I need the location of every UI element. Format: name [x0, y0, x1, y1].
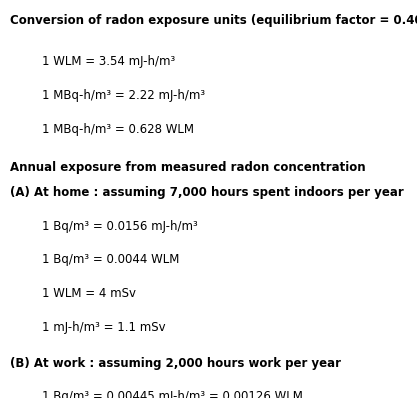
Text: 1 MBq-h/m³ = 2.22 mJ-h/m³: 1 MBq-h/m³ = 2.22 mJ-h/m³: [42, 89, 205, 102]
Text: 1 Bq/m³ = 0.00445 mJ-h/m³ = 0.00126 WLM: 1 Bq/m³ = 0.00445 mJ-h/m³ = 0.00126 WLM: [42, 390, 303, 398]
Text: 1 mJ-h/m³ = 1.1 mSv: 1 mJ-h/m³ = 1.1 mSv: [42, 321, 165, 334]
Text: 1 MBq-h/m³ = 0.628 WLM: 1 MBq-h/m³ = 0.628 WLM: [42, 123, 194, 135]
Text: 1 Bq/m³ = 0.0044 WLM: 1 Bq/m³ = 0.0044 WLM: [42, 254, 179, 266]
Text: (B) At work : assuming 2,000 hours work per year: (B) At work : assuming 2,000 hours work …: [10, 357, 342, 370]
Text: Annual exposure from measured radon concentration: Annual exposure from measured radon conc…: [10, 161, 366, 174]
Text: 1 Bq/m³ = 0.0156 mJ-h/m³: 1 Bq/m³ = 0.0156 mJ-h/m³: [42, 220, 198, 233]
Text: Conversion of radon exposure units (equilibrium factor = 0.40): Conversion of radon exposure units (equi…: [10, 14, 417, 27]
Text: 1 WLM = 3.54 mJ-h/m³: 1 WLM = 3.54 mJ-h/m³: [42, 55, 175, 68]
Text: (A) At home : assuming 7,000 hours spent indoors per year: (A) At home : assuming 7,000 hours spent…: [10, 186, 404, 199]
Text: 1 WLM = 4 mSv: 1 WLM = 4 mSv: [42, 287, 136, 300]
